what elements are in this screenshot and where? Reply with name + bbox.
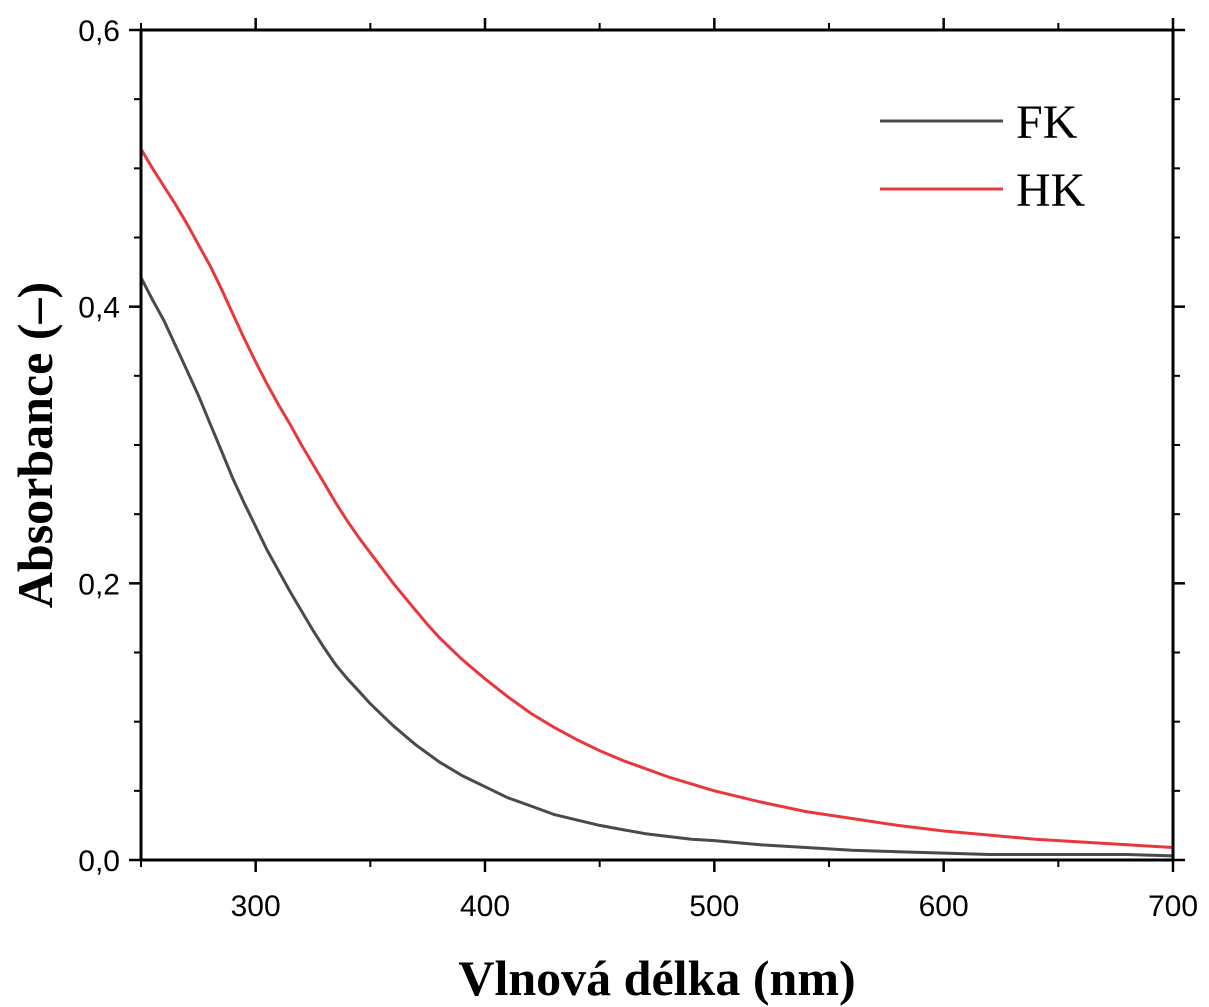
- y-tick-label: 0,4: [78, 292, 120, 325]
- legend-label-hk: HK: [1016, 164, 1086, 217]
- y-tick-label: 0,0: [78, 845, 120, 878]
- x-axis-title: Vlnová délka (nm): [458, 950, 855, 1006]
- y-axis-title: Absorbance (–): [7, 282, 63, 608]
- legend-label-fk: FK: [1016, 96, 1078, 149]
- x-tick-label: 600: [919, 890, 969, 923]
- x-tick-label: 500: [689, 890, 739, 923]
- y-tick-label: 0,6: [78, 15, 120, 48]
- series-line-hk: [139, 147, 1175, 849]
- y-tick-label: 0,2: [78, 568, 120, 601]
- series-line-fk: [139, 276, 1175, 858]
- ticks-layer: 300 400 500 600 700 0,0 0,2 0,4 0,6: [78, 15, 1198, 923]
- legend: FK HK: [880, 96, 1086, 217]
- x-tick-label: 400: [460, 890, 510, 923]
- plot-frame: [139, 28, 1175, 862]
- x-tick-label: 300: [231, 890, 281, 923]
- plot-area: [139, 147, 1175, 858]
- x-tick-label: 700: [1148, 890, 1198, 923]
